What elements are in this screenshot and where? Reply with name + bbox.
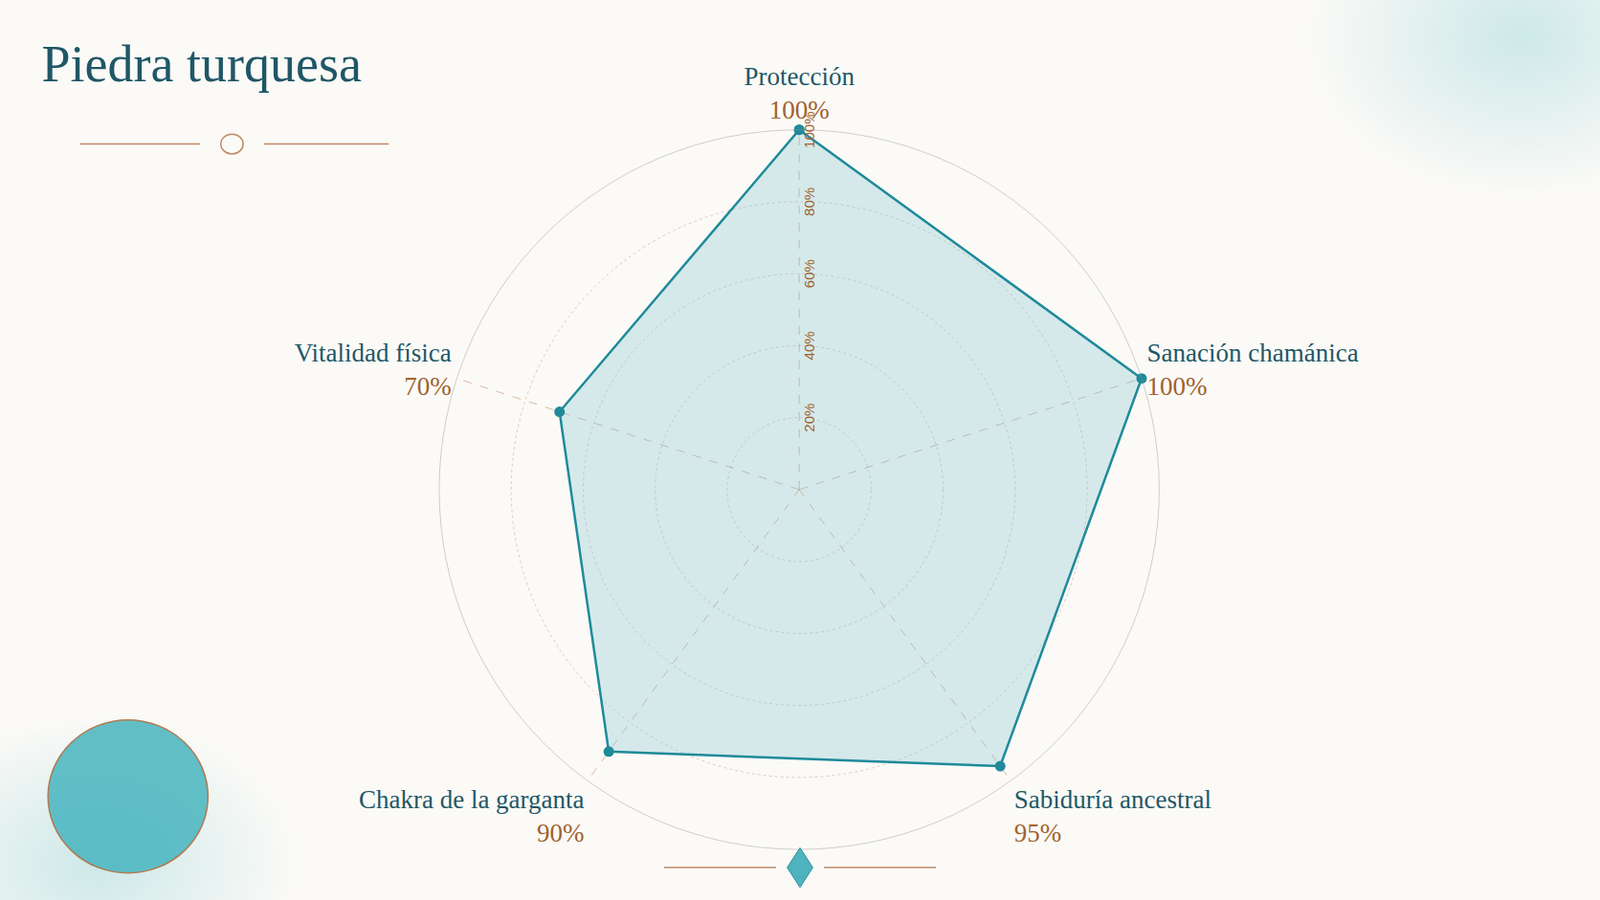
svg-text:100%: 100% [800, 111, 818, 149]
svg-text:Sanación chamánica100%: Sanación chamánica100% [1147, 338, 1359, 401]
svg-text:Vitalidad física70%: Vitalidad física70% [294, 338, 452, 401]
svg-text:20%: 20% [800, 403, 818, 433]
svg-text:Piedra turquesa: Piedra turquesa [41, 35, 361, 93]
svg-text:40%: 40% [800, 331, 818, 360]
svg-text:Protección100%: Protección100% [743, 62, 855, 125]
svg-text:Chakra de la garganta90%: Chakra de la garganta90% [358, 785, 585, 848]
svg-text:60%: 60% [800, 259, 818, 289]
svg-text:Sabiduría ancestral95%: Sabiduría ancestral95% [1014, 785, 1212, 848]
svg-text:80%: 80% [800, 187, 818, 217]
